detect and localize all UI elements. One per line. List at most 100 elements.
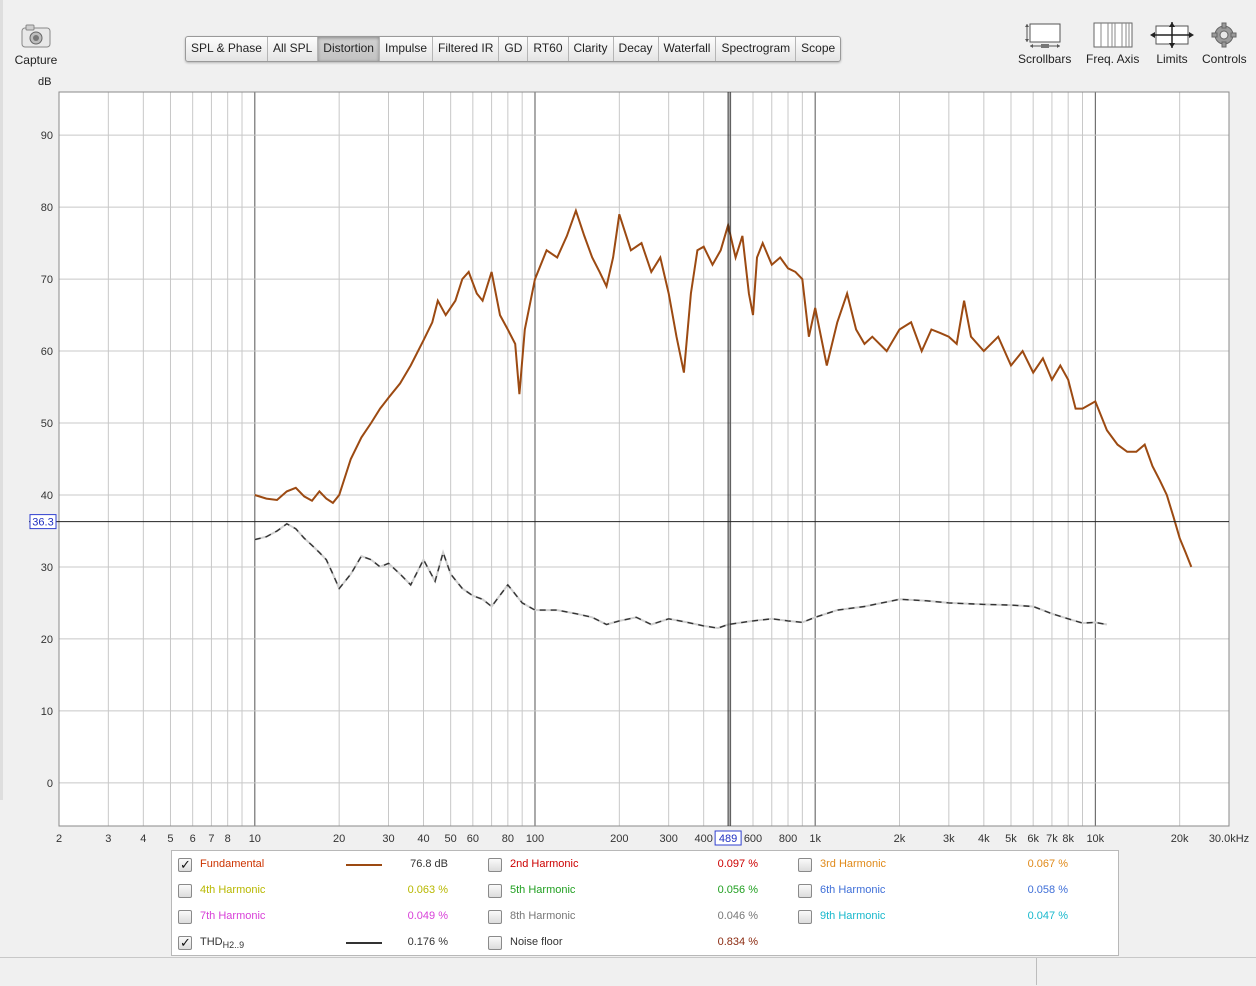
legend-checkbox-7th-harmonic[interactable] [178, 910, 192, 924]
limits-label: Limits [1156, 52, 1188, 66]
status-bar-divider [1036, 958, 1037, 985]
freq-axis-button[interactable]: Freq. Axis [1086, 22, 1139, 66]
legend-row-8th-harmonic: 8th Harmonic 0.046 % [488, 905, 788, 927]
scrollbars-button[interactable]: Scrollbars [1018, 22, 1071, 66]
x-tick-label: 1k [809, 833, 821, 845]
x-tick-label: 30.0kHz [1209, 833, 1249, 845]
legend-name-text: 2nd Harmonic [510, 858, 579, 870]
legend-name: THDH2..9 [200, 931, 244, 956]
checkmark-icon: ✓ [180, 936, 191, 951]
legend-row-4th-harmonic: 4th Harmonic 0.063 % [178, 879, 478, 901]
legend-value: 0.049 % [407, 910, 448, 922]
legend-line-swatch [346, 864, 382, 866]
x-tick-label: 3k [943, 833, 955, 845]
x-tick-label: 60 [467, 833, 479, 845]
x-tick-label: 400 [694, 833, 712, 845]
tab-clarity[interactable]: Clarity [569, 37, 614, 61]
x-tick-label: 6 [190, 833, 196, 845]
legend-checkbox-6th-harmonic[interactable] [798, 884, 812, 898]
x-tick-label: 5 [167, 833, 173, 845]
legend-value: 76.8 dB [410, 858, 448, 870]
x-tick-label: 100 [526, 833, 544, 845]
y-tick-label: 90 [41, 130, 53, 142]
y-tick-label: 80 [41, 202, 53, 214]
legend-name-text: 6th Harmonic [820, 884, 886, 896]
plot-border [58, 91, 1230, 827]
x-tick-label: 4 [140, 833, 146, 845]
limits-button[interactable]: Limits [1150, 22, 1194, 66]
legend-name-text: Fundamental [200, 858, 265, 870]
graph-tab-bar: SPL & Phase All SPL Distortion Impulse Filte… [185, 36, 842, 62]
checkmark-icon: ✓ [180, 858, 191, 873]
legend-value: 0.067 % [1027, 858, 1068, 870]
legend-checkbox-8th-harmonic[interactable] [488, 910, 502, 924]
tab-impulse[interactable]: Impulse [380, 37, 434, 61]
legend-name: Noise floor [510, 931, 563, 953]
tab-decay[interactable]: Decay [614, 37, 659, 61]
legend-name: 4th Harmonic [200, 879, 265, 901]
distortion-chart[interactable]: 0 10 20 30 40 50 60 70 80 90 2 3 4 5 6 7 8 10 20 30 40 50 60 80… [0, 88, 1256, 850]
x-tick-label: 2k [894, 833, 906, 845]
x-tick-label: 200 [610, 833, 628, 845]
x-tick-label: 7 [208, 833, 214, 845]
legend-checkbox-5th-harmonic[interactable] [488, 884, 502, 898]
tab-gd[interactable]: GD [499, 37, 529, 61]
x-tick-label: 300 [659, 833, 677, 845]
legend-name: 7th Harmonic [200, 905, 265, 927]
plot-area [58, 91, 1230, 827]
legend-name-text: 8th Harmonic [510, 910, 576, 922]
tab-waterfall[interactable]: Waterfall [659, 37, 717, 61]
x-tick-label: 20k [1171, 833, 1189, 845]
y-tick-label: 40 [41, 490, 53, 502]
tab-rt60[interactable]: RT60 [528, 37, 569, 61]
cursor-y-readout-box [29, 514, 57, 530]
legend-checkbox-2nd-harmonic[interactable] [488, 858, 502, 872]
controls-button[interactable]: Controls [1202, 22, 1247, 66]
controls-label: Controls [1202, 52, 1247, 66]
cursor-x-readout-box [714, 830, 742, 846]
x-tick-label: 8 [225, 833, 231, 845]
legend-checkbox-fundamental[interactable]: ✓ [178, 858, 192, 873]
tab-spectrogram[interactable]: Spectrogram [716, 37, 797, 61]
legend-value: 0.063 % [407, 884, 448, 896]
legend-row-noise-floor: Noise floor 0.834 % [488, 931, 788, 953]
legend-checkbox-9th-harmonic[interactable] [798, 910, 812, 924]
legend-name: 5th Harmonic [510, 879, 575, 901]
legend-value: 0.056 % [717, 884, 758, 896]
legend-name-text: 9th Harmonic [820, 910, 886, 922]
legend-row-3rd-harmonic: 3rd Harmonic 0.067 % [798, 853, 1098, 875]
tab-scope[interactable]: Scope [801, 41, 836, 55]
x-tick-label: 6k [1027, 833, 1039, 845]
window-left-edge [0, 0, 3, 800]
x-tick-label: 10 [249, 833, 261, 845]
capture-button[interactable]: Capture [8, 22, 64, 70]
gear-icon [1211, 22, 1237, 48]
legend-value: 0.834 % [717, 936, 758, 948]
freq-axis-icon [1093, 22, 1133, 48]
tab-all-spl[interactable]: All SPL [268, 37, 319, 61]
scrollbars-icon [1024, 23, 1061, 48]
legend-row-5th-harmonic: 5th Harmonic 0.056 % [488, 879, 788, 901]
legend-name: 3rd Harmonic [820, 853, 886, 875]
legend-checkbox-thd[interactable]: ✓ [178, 936, 192, 951]
legend-checkbox-noise-floor[interactable] [488, 936, 502, 950]
x-tick-label: 20 [333, 833, 345, 845]
x-tick-label: 7k [1046, 833, 1058, 845]
legend-name: 6th Harmonic [820, 879, 885, 901]
x-tick-label: 8k [1062, 833, 1074, 845]
legend-name-text: 5th Harmonic [510, 884, 576, 896]
y-tick-label: 50 [41, 418, 53, 430]
thd-trace [254, 522, 1108, 629]
tab-spl-phase[interactable]: SPL & Phase [186, 37, 268, 61]
tab-filtered-ir[interactable]: Filtered IR [433, 37, 500, 61]
legend-row-6th-harmonic: 6th Harmonic 0.058 % [798, 879, 1098, 901]
legend-checkbox-3rd-harmonic[interactable] [798, 858, 812, 872]
legend-row-9th-harmonic: 9th Harmonic 0.047 % [798, 905, 1098, 927]
legend-name-text: 7th Harmonic [200, 910, 266, 922]
legend-row-thd: ✓ THDH2..9 0.176 % [178, 931, 478, 953]
legend-checkbox-4th-harmonic[interactable] [178, 884, 192, 898]
tab-distortion[interactable]: Distortion [318, 37, 380, 61]
legend-name: 2nd Harmonic [510, 853, 578, 875]
x-tick-label: 30 [382, 833, 394, 845]
y-tick-label: 30 [41, 562, 53, 574]
